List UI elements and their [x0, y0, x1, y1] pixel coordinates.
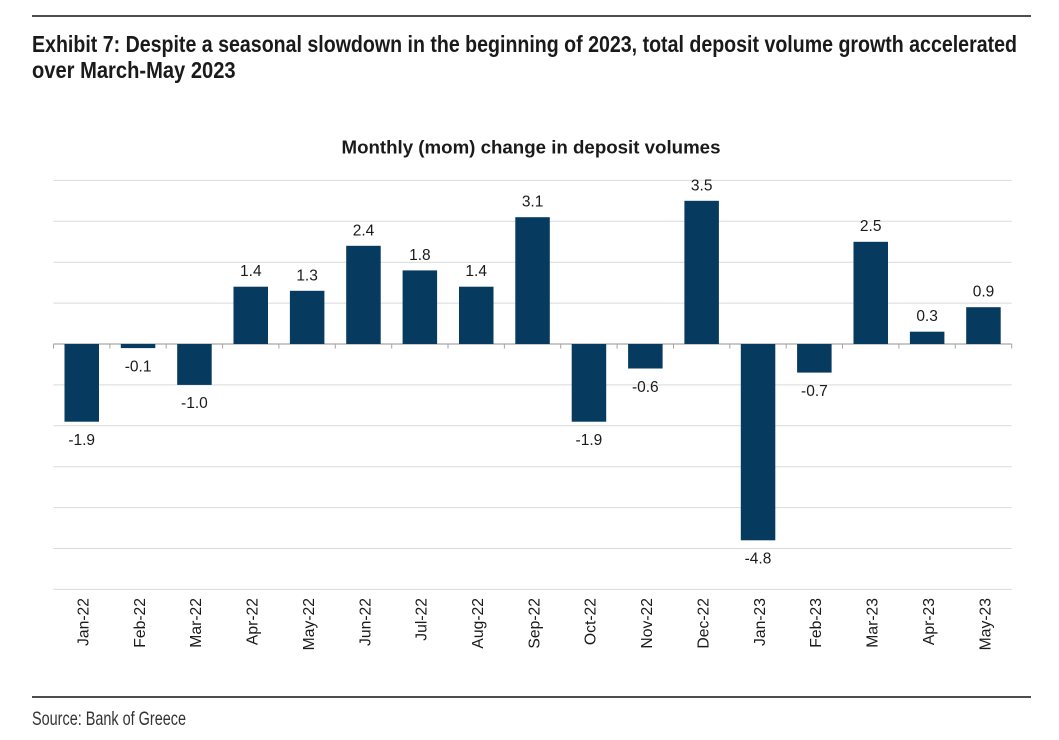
svg-text:Feb-22: Feb-22: [132, 598, 149, 648]
svg-text:Dec-22: Dec-22: [696, 598, 713, 649]
svg-text:Apr-22: Apr-22: [245, 598, 262, 645]
svg-text:1.4: 1.4: [240, 263, 262, 280]
svg-text:1.8: 1.8: [409, 247, 431, 264]
svg-text:Jul-22: Jul-22: [414, 598, 431, 641]
svg-text:1.4: 1.4: [465, 263, 487, 280]
svg-text:-0.6: -0.6: [632, 379, 659, 396]
svg-text:-1.0: -1.0: [181, 395, 208, 412]
svg-text:0.9: 0.9: [973, 284, 995, 301]
svg-text:Apr-23: Apr-23: [921, 598, 938, 645]
svg-text:Sep-22: Sep-22: [526, 598, 543, 649]
svg-text:-1.9: -1.9: [68, 432, 95, 449]
svg-text:May-22: May-22: [301, 598, 318, 650]
svg-text:May-23: May-23: [977, 598, 994, 651]
svg-text:-4.8: -4.8: [745, 551, 772, 568]
svg-text:1.3: 1.3: [296, 267, 318, 284]
svg-text:Feb-23: Feb-23: [808, 598, 825, 648]
svg-text:0.3: 0.3: [916, 308, 938, 325]
svg-text:-0.1: -0.1: [125, 358, 152, 375]
svg-text:-1.9: -1.9: [576, 432, 603, 449]
svg-text:Aug-22: Aug-22: [470, 598, 487, 649]
svg-text:Jan-22: Jan-22: [76, 598, 93, 646]
svg-text:Mar-23: Mar-23: [865, 598, 882, 648]
svg-text:Nov-22: Nov-22: [639, 598, 656, 649]
svg-text:Jun-22: Jun-22: [357, 598, 374, 646]
svg-text:Monthly (mom) change in deposi: Monthly (mom) change in deposit volumes: [342, 136, 721, 157]
svg-text:3.1: 3.1: [522, 194, 544, 211]
svg-text:Jan-23: Jan-23: [752, 598, 769, 646]
svg-text:2.5: 2.5: [860, 218, 882, 235]
svg-text:-0.7: -0.7: [801, 383, 828, 400]
svg-text:2.4: 2.4: [353, 222, 375, 239]
svg-text:3.5: 3.5: [691, 177, 713, 194]
svg-text:Mar-22: Mar-22: [188, 598, 205, 648]
svg-text:Oct-22: Oct-22: [583, 598, 600, 645]
